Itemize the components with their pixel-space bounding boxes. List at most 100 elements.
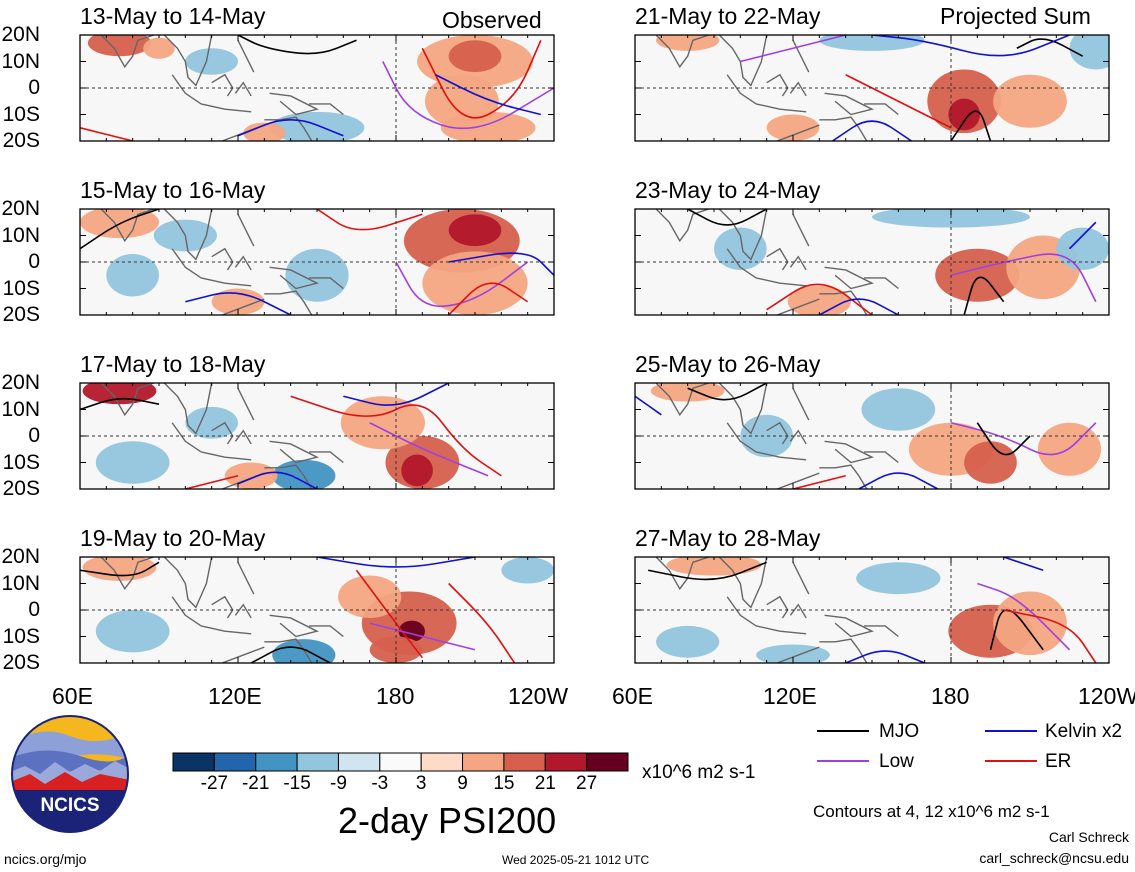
coastline — [163, 557, 213, 609]
coastline — [789, 255, 807, 271]
coastline — [819, 638, 868, 663]
colorbar-tick-label: 27 — [576, 773, 598, 794]
lat-label: 10N — [1, 49, 40, 73]
psi200-anomaly-cell — [243, 122, 286, 141]
author-email[interactable]: carl_schreck@ncsu.edu — [979, 850, 1129, 866]
psi200-anomaly-cell — [185, 406, 239, 439]
psi200-field — [656, 557, 1067, 663]
colorbar-tick-label: 9 — [457, 773, 468, 794]
psi200-anomaly-cell — [448, 214, 502, 247]
contour-line — [963, 276, 1005, 315]
coastline — [864, 451, 899, 464]
coastline — [789, 81, 807, 97]
lat-label: 0 — [28, 76, 40, 99]
coastline — [726, 74, 757, 105]
legend-label-er: ER — [1045, 751, 1072, 772]
psi200-anomaly-cell — [272, 639, 336, 663]
colorbar-unit: x10^6 m2 s-1 — [642, 762, 756, 783]
coastline — [655, 557, 709, 591]
colorbar-swatch — [337, 752, 381, 772]
coastline — [718, 557, 768, 609]
coastline — [766, 421, 789, 445]
panel-title-2: 15-May to 16-May — [80, 177, 266, 203]
colorbar-tick-label: 21 — [534, 773, 556, 794]
psi200-anomaly-cell — [106, 254, 159, 297]
psi200-anomaly-cell — [185, 48, 239, 75]
contour-line — [845, 74, 952, 129]
colorbar-tick-label: -21 — [241, 773, 270, 794]
coastline — [234, 429, 252, 445]
coastline — [776, 646, 820, 663]
lat-label: 0 — [28, 424, 40, 447]
coastline — [100, 557, 154, 591]
coastline — [221, 298, 265, 315]
contour-line — [687, 209, 768, 226]
coastline — [792, 561, 810, 595]
coastline — [200, 103, 252, 113]
lon-label-180-right: 180 — [931, 683, 970, 709]
psi200-anomaly-cell — [87, 35, 152, 57]
site-link[interactable]: ncics.org/mjo — [4, 851, 87, 867]
coastline — [100, 35, 154, 69]
observed-tag: Observed — [442, 7, 542, 33]
coastline — [264, 116, 313, 141]
coastline — [264, 464, 313, 489]
contour-line — [435, 74, 542, 116]
contour-line — [316, 557, 476, 568]
psi200-anomaly-cell — [872, 209, 1030, 228]
psi200-anomaly-cell — [501, 557, 554, 584]
contour-line — [237, 35, 357, 55]
contour-line — [976, 422, 1031, 456]
contour-line — [448, 282, 529, 315]
lat-label: 20S — [2, 651, 40, 674]
coastline — [211, 595, 234, 619]
lat-label: 0 — [28, 250, 40, 273]
coastline — [234, 603, 252, 619]
psi200-field — [656, 35, 1109, 141]
main-title: 2-day PSI200 — [338, 800, 557, 841]
coastline — [792, 39, 810, 73]
psi200-anomaly-cell — [964, 441, 1017, 484]
coastline — [824, 614, 874, 638]
contour-line — [448, 582, 516, 663]
psi200-anomaly-cell — [422, 251, 528, 315]
map-panel-5 — [634, 34, 1110, 142]
coastline — [755, 451, 807, 461]
coastline — [655, 35, 709, 69]
legend-label-mjo: MJO — [879, 721, 920, 742]
psi200-anomaly-cell — [766, 114, 820, 141]
coastline — [766, 595, 789, 619]
contour-line — [740, 35, 846, 63]
psi200-anomaly-cell — [993, 74, 1067, 128]
psi200-field — [650, 383, 1102, 484]
colorbar-tick-label: 15 — [493, 773, 515, 794]
contour-line — [395, 261, 529, 308]
coastline — [864, 277, 899, 290]
coastline — [718, 383, 768, 435]
lat-label: 20S — [2, 129, 40, 152]
psi200-anomaly-cell — [440, 111, 536, 141]
psi200-anomaly-cell — [819, 35, 925, 51]
coastline — [792, 213, 810, 247]
coastline — [171, 422, 202, 453]
map-panel-8 — [634, 556, 1110, 664]
lat-label: 20N — [1, 545, 40, 568]
coastline — [171, 248, 202, 279]
colorbar-tick-label: -3 — [371, 773, 389, 794]
psi200-anomaly-cell — [935, 248, 1020, 302]
contour-line — [1016, 38, 1084, 57]
contour-line — [845, 650, 925, 663]
contour-line — [237, 119, 344, 137]
coastline — [864, 103, 899, 116]
coastline — [234, 255, 252, 271]
coastline — [269, 92, 319, 116]
contour-line — [421, 39, 542, 119]
coastline — [269, 614, 319, 638]
contour-line — [858, 472, 939, 489]
lon-label-60e-right: 60E — [612, 683, 653, 709]
map-panel-7 — [634, 382, 1110, 490]
psi200-anomaly-cell — [740, 414, 794, 458]
coastline — [200, 625, 252, 635]
legend — [817, 730, 1037, 762]
